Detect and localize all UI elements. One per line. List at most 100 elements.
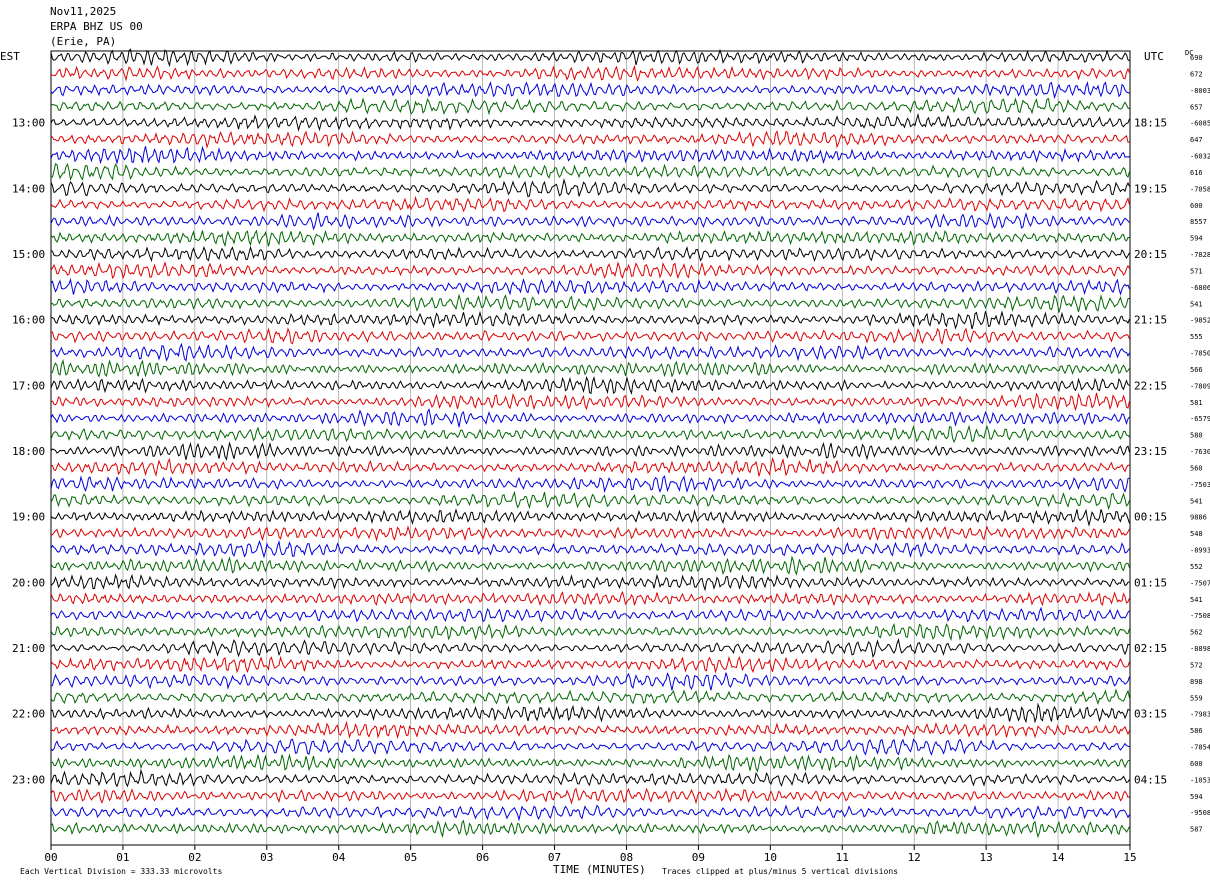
left-hour-label: 23:00 xyxy=(12,773,45,786)
station-location: (Erie, PA) xyxy=(50,35,117,48)
x-tick-label: 01 xyxy=(116,851,129,864)
seismic-trace xyxy=(50,130,1130,149)
dc-offset-label: 647 xyxy=(1190,136,1203,144)
seismic-trace xyxy=(50,260,1130,280)
seismic-trace xyxy=(50,112,1130,132)
x-tick-label: 07 xyxy=(548,851,561,864)
dc-offset-label: 657 xyxy=(1190,103,1203,111)
seismic-trace xyxy=(50,637,1130,659)
x-tick-label: 05 xyxy=(404,851,417,864)
x-tick-label: 13 xyxy=(980,851,993,864)
seismic-trace xyxy=(50,342,1130,362)
left-hour-label: 14:00 xyxy=(12,182,45,195)
dc-offset-label: -9852 xyxy=(1190,317,1210,325)
seismic-trace xyxy=(50,490,1130,511)
seismic-trace xyxy=(50,195,1130,213)
dc-offset-label: 587 xyxy=(1190,826,1203,834)
dc-offset-label: -6032 xyxy=(1190,153,1210,161)
dc-offset-label: 541 xyxy=(1190,596,1203,604)
seismic-trace xyxy=(50,375,1130,395)
seismic-trace xyxy=(50,81,1130,100)
seismic-trace xyxy=(50,145,1130,165)
seismic-trace xyxy=(50,555,1130,576)
right-hour-label: 04:15 xyxy=(1134,773,1167,786)
dc-offset-label: -7058 xyxy=(1190,185,1210,193)
dc-offset-label: -8898 xyxy=(1190,645,1210,653)
seismic-trace xyxy=(50,229,1130,248)
right-hour-label: 22:15 xyxy=(1134,379,1167,392)
scale-note: Each Vertical Division = 333.33 microvol… xyxy=(20,867,223,876)
dc-offset-label: 566 xyxy=(1190,366,1203,374)
dc-offset-label: -7850 xyxy=(1190,350,1210,358)
x-tick-label: 00 xyxy=(44,851,57,864)
seismic-trace xyxy=(50,211,1130,231)
dc-offset-label: 594 xyxy=(1190,793,1203,801)
right-hour-label: 20:15 xyxy=(1134,248,1167,261)
x-tick-label: 11 xyxy=(836,851,849,864)
right-hour-label: 02:15 xyxy=(1134,642,1167,655)
x-tick-label: 06 xyxy=(476,851,489,864)
seismic-trace xyxy=(50,753,1130,773)
left-hour-label: 20:00 xyxy=(12,576,45,589)
seismic-trace xyxy=(50,441,1130,461)
seismic-trace xyxy=(50,277,1130,296)
seismic-trace xyxy=(50,310,1130,330)
dc-offset-label: 672 xyxy=(1190,70,1203,78)
x-tick-label: 02 xyxy=(188,851,201,864)
dc-offset-label: 571 xyxy=(1190,267,1203,275)
dc-offset-label: -7854 xyxy=(1190,744,1210,752)
left-hour-label: 15:00 xyxy=(12,248,45,261)
seismic-trace xyxy=(50,738,1130,756)
seismic-trace xyxy=(50,655,1130,674)
x-tick-label: 03 xyxy=(260,851,273,864)
dc-offset-label: 560 xyxy=(1190,464,1203,472)
dc-offset-label: 555 xyxy=(1190,333,1203,341)
dc-offset-label: -9508 xyxy=(1190,809,1210,817)
dc-offset-label: 580 xyxy=(1190,432,1203,440)
seismic-trace xyxy=(50,787,1130,805)
dc-offset-label: -6085 xyxy=(1190,120,1210,128)
right-timezone-label: UTC xyxy=(1144,50,1164,63)
seismic-trace xyxy=(50,702,1130,724)
seismic-trace xyxy=(50,819,1130,839)
left-hour-label: 22:00 xyxy=(12,708,45,721)
x-tick-label: 12 xyxy=(908,851,921,864)
dc-offset-label: -7503 xyxy=(1190,481,1210,489)
left-hour-label: 17:00 xyxy=(12,379,45,392)
dc-offset-label: -7983 xyxy=(1190,711,1210,719)
seismic-trace xyxy=(50,688,1130,705)
dc-offset-label: 541 xyxy=(1190,300,1203,308)
dc-offset-label: 559 xyxy=(1190,694,1203,702)
dc-offset-label: 9886 xyxy=(1190,514,1207,522)
dc-offset-label: -8993 xyxy=(1190,547,1210,555)
dc-offset-label: 581 xyxy=(1190,399,1203,407)
seismic-trace xyxy=(50,804,1130,822)
station-code: ERPA BHZ US 00 xyxy=(50,20,143,33)
dc-offset-header: DC xyxy=(1185,49,1194,57)
plot-frame xyxy=(50,50,1131,846)
seismic-trace xyxy=(50,456,1130,478)
seismic-trace xyxy=(50,178,1130,198)
seismic-trace xyxy=(50,407,1130,428)
x-tick-label: 04 xyxy=(332,851,346,864)
dc-offset-label: 572 xyxy=(1190,661,1203,669)
seismic-trace xyxy=(50,672,1130,691)
x-tick-label: 08 xyxy=(620,851,633,864)
dc-offset-label: -6806 xyxy=(1190,284,1210,292)
dc-offset-label: 600 xyxy=(1190,202,1203,210)
left-hour-label: 13:00 xyxy=(12,117,45,130)
dc-offset-label: 586 xyxy=(1190,727,1203,735)
dc-offset-label: -7828 xyxy=(1190,251,1210,259)
seismic-trace xyxy=(50,245,1130,263)
dc-offset-label: 552 xyxy=(1190,563,1203,571)
right-hour-label: 03:15 xyxy=(1134,708,1167,721)
dc-offset-label: -7508 xyxy=(1190,612,1210,620)
left-hour-label: 19:00 xyxy=(12,511,45,524)
seismic-trace xyxy=(50,573,1130,592)
left-timezone-label: EST xyxy=(0,50,20,63)
left-hour-label: 16:00 xyxy=(12,314,45,327)
x-tick-label: 09 xyxy=(692,851,705,864)
seismic-trace xyxy=(50,163,1130,181)
seismic-trace xyxy=(50,606,1130,623)
